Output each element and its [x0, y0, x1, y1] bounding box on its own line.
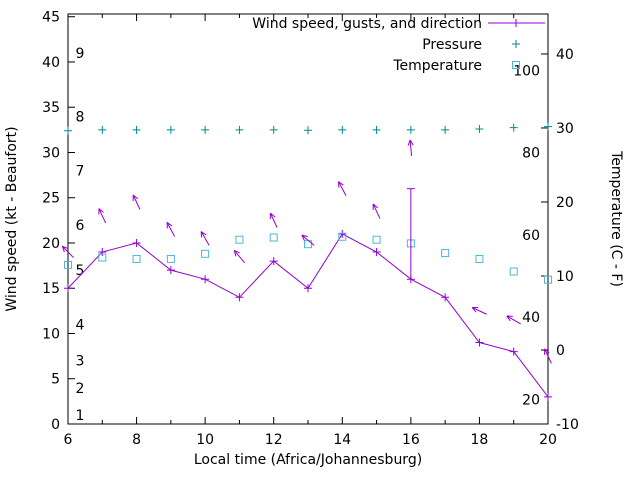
- svg-text:Wind speed, gusts, and directi: Wind speed, gusts, and direction: [252, 16, 482, 32]
- svg-text:5: 5: [76, 263, 85, 279]
- legend-sample-3: [512, 61, 520, 69]
- pressure-series: [64, 122, 552, 135]
- svg-text:6: 6: [64, 432, 73, 448]
- svg-text:60: 60: [522, 228, 540, 244]
- legend-sample-1: [488, 19, 545, 27]
- y-axis-right-ticks: [541, 53, 548, 425]
- svg-text:16: 16: [402, 432, 420, 448]
- svg-text:80: 80: [522, 146, 540, 162]
- svg-text:-10: -10: [556, 417, 579, 433]
- svg-text:4: 4: [76, 317, 85, 333]
- svg-text:14: 14: [333, 432, 351, 448]
- svg-text:0: 0: [51, 417, 60, 433]
- svg-text:20: 20: [539, 432, 557, 448]
- svg-text:10: 10: [556, 269, 574, 285]
- svg-text:40: 40: [556, 47, 574, 63]
- svg-text:6: 6: [76, 218, 85, 234]
- svg-text:100: 100: [513, 63, 540, 79]
- svg-text:1: 1: [76, 408, 85, 424]
- wind-direction-arrows: [61, 139, 552, 364]
- svg-text:35: 35: [42, 100, 60, 116]
- legend-sample-2: [512, 40, 520, 48]
- svg-text:3: 3: [76, 354, 85, 370]
- svg-text:20: 20: [522, 392, 540, 408]
- x-axis-ticks: [67, 14, 549, 424]
- svg-text:0: 0: [556, 343, 565, 359]
- svg-text:40: 40: [522, 310, 540, 326]
- svg-text:Pressure: Pressure: [422, 37, 482, 53]
- beaufort-scale-labels: 1 2 3 4 5 6 7 8 9: [76, 46, 85, 424]
- svg-text:5: 5: [51, 372, 60, 388]
- svg-text:Wind speed (kt - Beaufort): Wind speed (kt - Beaufort): [4, 126, 20, 311]
- svg-text:2: 2: [76, 381, 85, 397]
- legend: Wind speed, gusts, and direction Pressure…: [252, 16, 545, 74]
- fahrenheit-scale-labels: 20 40 60 80 100: [513, 63, 540, 408]
- svg-text:Local time (Africa/Johannesbur: Local time (Africa/Johannesburg): [194, 452, 422, 468]
- svg-text:18: 18: [471, 432, 489, 448]
- svg-text:10: 10: [42, 326, 60, 342]
- svg-text:10: 10: [196, 432, 214, 448]
- svg-text:7: 7: [76, 164, 85, 180]
- svg-text:45: 45: [42, 10, 60, 26]
- axis-titles: Wind speed (kt - Beaufort) Temperature (C…: [4, 126, 624, 468]
- svg-text:Temperature (C - F): Temperature (C - F): [608, 150, 624, 287]
- svg-text:9: 9: [76, 46, 85, 62]
- svg-text:30: 30: [556, 121, 574, 137]
- svg-text:20: 20: [556, 195, 574, 211]
- wind-series: [64, 229, 552, 401]
- gust-error-bars: [406, 188, 415, 280]
- axes: [67, 13, 549, 425]
- svg-text:20: 20: [42, 236, 60, 252]
- svg-text:30: 30: [42, 145, 60, 161]
- svg-text:25: 25: [42, 191, 60, 207]
- svg-text:12: 12: [265, 432, 283, 448]
- svg-text:40: 40: [42, 55, 60, 71]
- svg-text:Temperature: Temperature: [392, 58, 482, 74]
- svg-text:15: 15: [42, 281, 60, 297]
- y-axis-left-ticks: [68, 16, 75, 425]
- svg-text:8: 8: [132, 432, 141, 448]
- svg-text:8: 8: [76, 109, 85, 125]
- temperature-series: [64, 232, 552, 284]
